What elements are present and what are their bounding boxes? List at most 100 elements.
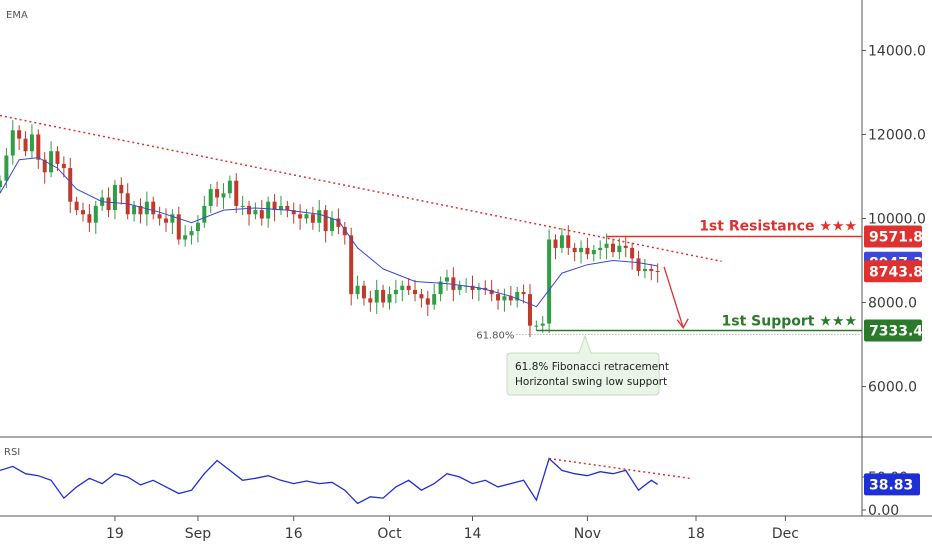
support-label: 1st Support ★★★	[722, 314, 857, 330]
candle-body	[304, 214, 309, 219]
candle-body	[42, 159, 47, 173]
projection-arrow	[663, 266, 684, 328]
callout-line-1: 61.8% Fibonacci retracement	[515, 361, 669, 373]
candle-body	[489, 289, 494, 295]
candle-body	[406, 285, 411, 290]
candle-body	[144, 201, 149, 215]
time-tick-label: 19	[106, 526, 124, 542]
candle-body	[310, 214, 315, 223]
price-tick-label: 10000.0	[868, 212, 926, 228]
candle-body	[572, 247, 577, 253]
candle-body	[655, 271, 660, 273]
candle-body	[253, 210, 258, 215]
time-tick-label: Dec	[772, 526, 799, 542]
candle-body	[540, 323, 545, 326]
candle-body	[29, 134, 34, 152]
callout-box	[506, 334, 660, 396]
candle-body	[74, 201, 79, 211]
candle-body	[330, 218, 335, 232]
candle-body	[642, 268, 647, 272]
candles-layer	[0, 120, 660, 337]
candle-body	[68, 168, 73, 202]
candle-body	[298, 214, 303, 219]
time-tick-label: 14	[464, 526, 482, 542]
candle-body	[400, 285, 405, 290]
candle-body	[285, 205, 290, 211]
resistance-price-text: 9571.8	[869, 229, 923, 245]
candle-body	[419, 294, 424, 299]
candle-body	[361, 285, 366, 299]
candle-body	[112, 184, 117, 211]
candle-body	[81, 210, 86, 215]
candle-body	[138, 205, 143, 215]
candle-body	[176, 214, 181, 240]
current-price-badge	[864, 260, 922, 283]
candle-body	[515, 292, 520, 301]
candle-body	[598, 247, 603, 251]
candle-body	[17, 130, 22, 139]
candle-body	[291, 210, 296, 215]
time-tick-label: 18	[687, 526, 705, 542]
candle-body	[483, 287, 488, 290]
candle-body	[342, 226, 347, 236]
candle-body	[183, 235, 188, 240]
candle-body	[387, 294, 392, 303]
fib-618-label: 61.80%	[476, 330, 514, 341]
candle-body	[221, 193, 226, 198]
candle-body	[336, 218, 341, 227]
candle-body	[87, 214, 92, 223]
fib-callout: 61.8% Fibonacci retracement Horizontal s…	[506, 334, 669, 396]
candle-body	[195, 222, 200, 232]
candle-body	[272, 201, 277, 211]
rsi-value-badge	[864, 473, 920, 496]
candle-body	[547, 239, 552, 324]
candle-body	[368, 298, 373, 303]
candle-body	[413, 289, 418, 295]
rsi-line	[0, 457, 659, 505]
candle-body	[457, 285, 462, 290]
resistance-price-badge	[864, 225, 922, 248]
time-tick-label: Sep	[185, 526, 212, 542]
candle-body	[49, 151, 54, 173]
candle-body	[630, 247, 635, 259]
candle-body	[10, 130, 15, 156]
candle-body	[521, 292, 526, 295]
candle-body	[266, 201, 271, 219]
candle-body	[381, 289, 386, 303]
candle-body	[374, 289, 379, 303]
projection-arrow-head	[676, 318, 689, 329]
candle-body	[0, 180, 2, 187]
support-price-badge	[864, 319, 922, 342]
candle-body	[208, 189, 213, 206]
candle-body	[553, 239, 558, 248]
price-tick-label: 12000.0	[868, 127, 926, 143]
candle-body	[527, 294, 532, 326]
candle-body	[585, 247, 590, 255]
candle-body	[502, 296, 507, 301]
candle-body	[247, 205, 252, 215]
rsi-indicator-label: RSI	[4, 447, 20, 458]
candle-body	[604, 243, 609, 248]
rsi-trendline	[549, 457, 690, 480]
callout-line-2: Horizontal swing low support	[515, 376, 667, 388]
candle-body	[438, 281, 443, 295]
candle-body	[355, 285, 360, 295]
candle-body	[119, 184, 124, 194]
price-tick-label: 6000.0	[868, 380, 917, 396]
candle-body	[636, 258, 641, 272]
candle-body	[106, 197, 111, 211]
candle-body	[623, 245, 628, 248]
support-price-text: 7333.4	[869, 324, 923, 340]
candle-body	[215, 189, 220, 198]
rsi-tick-label: 0.00	[868, 503, 899, 519]
candle-body	[151, 201, 156, 215]
candle-body	[4, 155, 9, 181]
candle-body	[566, 235, 571, 248]
candle-body	[496, 294, 501, 301]
candle-body	[93, 205, 98, 223]
candle-body	[36, 134, 41, 160]
current-price-text: 8743.8	[869, 264, 923, 280]
candle-body	[508, 296, 513, 301]
candle-body	[444, 277, 449, 282]
